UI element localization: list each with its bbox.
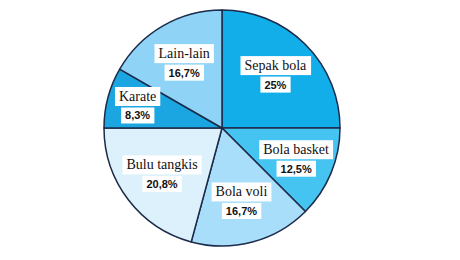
- label-box: 16,7%: [222, 203, 261, 219]
- slice: [222, 10, 340, 128]
- slices: [104, 10, 340, 246]
- data-label: 25%: [264, 79, 286, 91]
- slice: [120, 10, 222, 128]
- label-background: [142, 176, 181, 192]
- data-label: 16,7%: [169, 67, 200, 79]
- label-box: 25%: [260, 77, 290, 93]
- category-label: Bola voli: [216, 184, 268, 199]
- label-background: [259, 140, 333, 159]
- label-box: 16,7%: [165, 65, 204, 81]
- label-background: [165, 65, 204, 81]
- label-box: Bola basket: [259, 140, 333, 159]
- label-background: [222, 203, 261, 219]
- category-label: Lain-lain: [159, 46, 210, 61]
- label-background: [277, 161, 316, 177]
- label-background: [115, 87, 160, 106]
- label-background: [121, 107, 154, 123]
- data-label: 8,3%: [125, 109, 150, 121]
- label-box: 20,8%: [142, 176, 181, 192]
- data-label: 20,8%: [146, 178, 177, 190]
- category-label: Bola basket: [263, 142, 329, 157]
- label-box: Sepak bola: [240, 56, 311, 75]
- category-label: Karate: [119, 89, 156, 104]
- label-box: Karate: [115, 87, 160, 106]
- data-label: 12,5%: [281, 163, 312, 175]
- category-label: Sepak bola: [244, 58, 307, 73]
- label-background: [155, 44, 214, 63]
- data-label: 16,7%: [226, 205, 257, 217]
- label-box: 8,3%: [121, 107, 154, 123]
- label-box: Bola voli: [212, 182, 272, 201]
- label-background: [240, 56, 311, 75]
- category-label: Bulu tangkis: [126, 157, 197, 172]
- label-background: [260, 77, 290, 93]
- labels: Sepak bola 25% Bola basket 12,5% Bola voli 16…: [115, 44, 333, 219]
- label-box: Lain-lain: [155, 44, 214, 63]
- label-background: [212, 182, 272, 201]
- chart: Sepak bola 25% Bola basket 12,5% Bola voli 16…: [0, 0, 460, 260]
- label-box: Bulu tangkis: [122, 155, 201, 174]
- label-box: 12,5%: [277, 161, 316, 177]
- slice: [104, 128, 222, 242]
- label-background: [122, 155, 201, 174]
